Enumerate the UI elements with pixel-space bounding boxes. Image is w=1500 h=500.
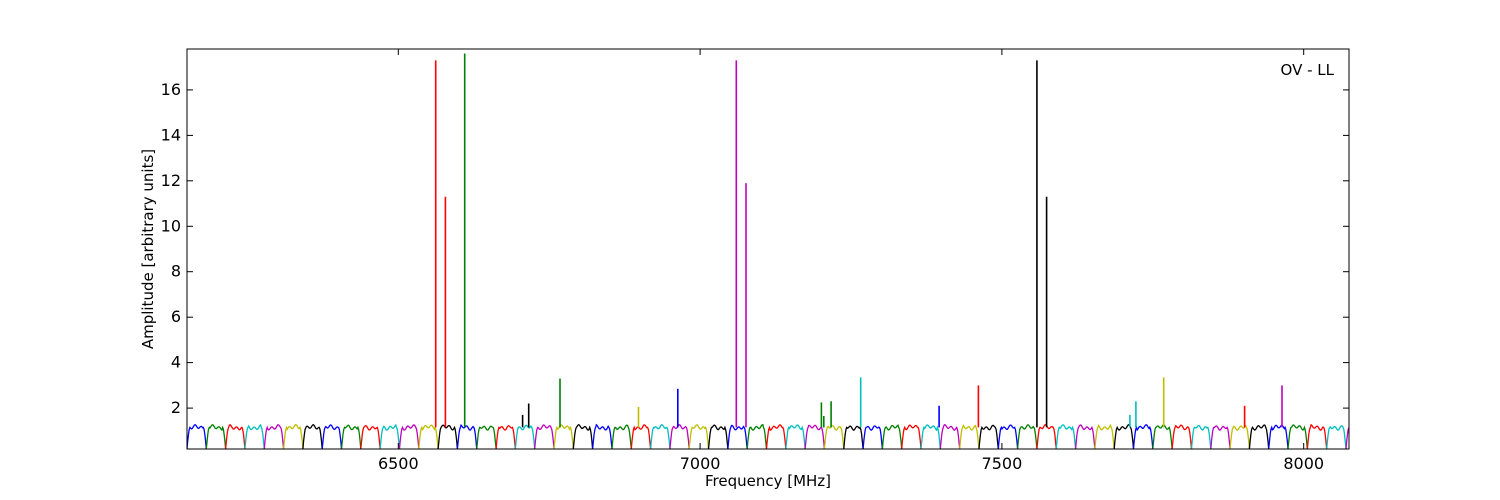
subband-segment — [843, 425, 864, 449]
subband-segment — [495, 424, 517, 449]
subband-segment — [630, 424, 652, 449]
chart-annotation: OV - LL — [1281, 61, 1335, 79]
subband-segment — [534, 424, 555, 449]
subband-segment — [456, 423, 478, 449]
subband-segment — [823, 424, 845, 449]
subband-segment — [1306, 423, 1328, 449]
x-tick-label: 8000 — [1283, 454, 1324, 473]
subband-segment — [765, 424, 787, 449]
subband-segment — [1210, 425, 1231, 449]
subband-segment — [572, 423, 594, 449]
subband-segment — [302, 423, 323, 449]
subband-segment — [959, 423, 980, 449]
subband-segment — [514, 424, 536, 449]
subband-segment — [340, 424, 362, 449]
subband-segment — [379, 423, 401, 449]
subband-segment — [611, 424, 632, 449]
subband-segment — [746, 423, 768, 449]
subband-segment — [1094, 423, 1115, 449]
subband-segment — [1268, 424, 1289, 449]
y-tick-label: 16 — [161, 80, 181, 99]
subband-segment — [978, 424, 999, 449]
subband-segment — [1229, 424, 1251, 449]
subband-segment — [1036, 424, 1057, 449]
y-tick-label: 2 — [171, 398, 181, 417]
y-tick-label: 8 — [171, 262, 181, 281]
subband-segment — [187, 423, 207, 449]
subband-segment — [1152, 424, 1173, 449]
subband-segment — [939, 423, 961, 449]
subband-segment — [1287, 424, 1308, 449]
spike-layer — [434, 53, 1283, 428]
subband-segment — [804, 424, 826, 449]
subband-segment — [244, 423, 265, 449]
tick-layer: 6500 7000 7500 8000 2 4 6 8 10 12 14 16 — [161, 49, 1349, 473]
subband-segment — [997, 424, 1019, 449]
subband-segment — [1132, 423, 1154, 449]
subband-segment — [437, 424, 459, 449]
subband-segment — [418, 424, 439, 449]
subband-segment — [649, 423, 671, 449]
subband-segment — [224, 424, 246, 449]
subband-segment — [1171, 424, 1193, 449]
y-tick-label: 14 — [161, 125, 181, 144]
subband-segment — [901, 424, 922, 449]
x-tick-label: 7000 — [680, 454, 721, 473]
x-tick-label: 7500 — [982, 454, 1023, 473]
subband-segment — [727, 424, 748, 449]
subband-segment — [360, 425, 381, 449]
subband-segment — [398, 424, 420, 449]
x-axis-label: Frequency [MHz] — [705, 472, 831, 490]
subband-segment — [476, 425, 497, 449]
subband-segment — [707, 424, 729, 449]
subband-segment — [1326, 425, 1347, 449]
subband-segment — [282, 423, 304, 449]
subband-segment — [1016, 424, 1038, 449]
y-tick-label: 6 — [171, 307, 181, 326]
subband-segment — [1113, 424, 1135, 449]
subband-segment — [591, 423, 613, 449]
subband-segment — [205, 424, 227, 449]
subband-segment — [669, 423, 690, 449]
subband-segment — [688, 424, 710, 449]
subband-segment — [321, 424, 343, 449]
subband-segment — [1190, 424, 1212, 449]
subband-segment — [263, 424, 285, 449]
subband-segment — [881, 424, 903, 449]
subband-segment — [862, 425, 884, 449]
y-axis-label: Amplitude [arbitrary units] — [139, 149, 157, 349]
y-tick-label: 10 — [161, 216, 181, 235]
subband-segment — [553, 424, 574, 449]
subband-segment — [1055, 424, 1077, 449]
x-tick-label: 6500 — [378, 454, 419, 473]
y-tick-label: 12 — [161, 171, 181, 190]
series-layer — [187, 423, 1349, 449]
subband-segment — [785, 424, 806, 449]
subband-segment — [920, 424, 941, 449]
subband-segment — [1074, 424, 1096, 449]
subband-segment — [1248, 424, 1270, 449]
plot-frame — [186, 48, 1350, 450]
y-tick-label: 4 — [171, 353, 181, 372]
